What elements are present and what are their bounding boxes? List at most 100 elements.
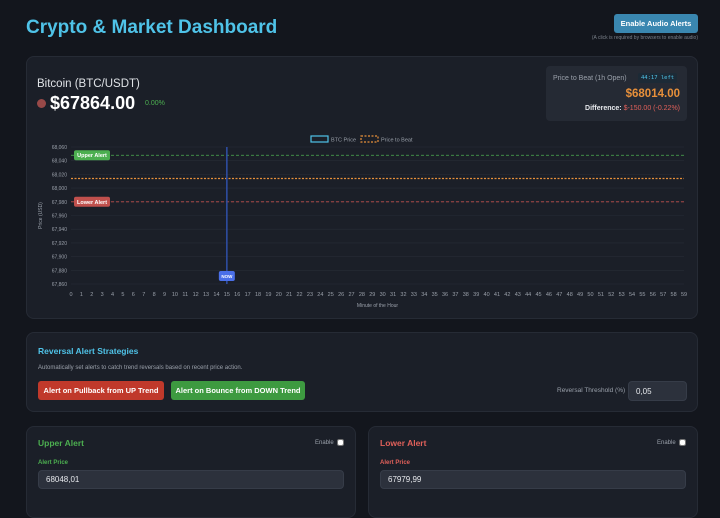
upper-price-input[interactable] [38,470,344,489]
x-tick-label: 15 [224,292,230,298]
x-tick-label: 36 [442,292,448,298]
x-tick-label: 34 [421,292,427,298]
x-tick-label: 8 [153,292,156,298]
pullback-alert-button[interactable]: Alert on Pullback from UP Trend [38,381,164,400]
x-tick-label: 3 [101,292,104,298]
y-tick-label: 67,860 [52,282,68,288]
threshold-input[interactable] [628,381,687,401]
x-tick-label: 5 [121,292,124,298]
x-tick-label: 32 [400,292,406,298]
lower-alert-label-bg [74,196,110,207]
enable-audio-alerts-button[interactable]: Enable Audio Alerts [614,14,698,33]
upper-alert-card: Upper Alert Enable Alert Price [26,426,356,518]
x-tick-label: 59 [681,292,687,298]
x-tick-label: 26 [338,292,344,298]
y-tick-label: 67,900 [52,255,68,261]
x-axis-label: Minute of the Hour [357,303,398,309]
x-tick-label: 58 [671,292,677,298]
y-tick-label: 67,940 [52,227,68,233]
lower-alert-card: Lower Alert Enable Alert Price [368,426,698,518]
reversal-description: Automatically set alerts to catch trend … [38,365,243,371]
x-tick-label: 38 [463,292,469,298]
x-tick-label: 10 [172,292,178,298]
threshold-label: Reversal Threshold (%) [557,387,626,394]
x-tick-label: 31 [390,292,396,298]
x-tick-label: 13 [203,292,209,298]
x-tick-label: 53 [619,292,625,298]
ticker-name: Bitcoin (BTC/USDT) [37,78,140,90]
x-tick-label: 40 [484,292,490,298]
x-tick-label: 24 [317,292,323,298]
countdown-timer: 44:17 left [638,73,678,83]
difference-value: $-150.00 (-0.22%) [623,105,680,112]
y-tick-label: 68,020 [52,172,68,178]
x-tick-label: 55 [639,292,645,298]
x-tick-label: 19 [265,292,271,298]
x-tick-label: 11 [182,292,188,298]
x-tick-label: 22 [297,292,303,298]
x-tick-label: 47 [556,292,562,298]
x-tick-label: 37 [452,292,458,298]
y-tick-label: 67,980 [52,200,68,206]
x-tick-label: 43 [515,292,521,298]
now-label-bg [218,271,235,281]
upper-enable-checkbox[interactable] [337,439,344,446]
price-card: Bitcoin (BTC/USDT) $67864.00 0.00% Price… [26,56,698,319]
lower-enable-label: Enable [657,440,676,446]
reversal-card: Reversal Alert Strategies Automatically … [26,332,698,412]
upper-alert-title: Upper Alert [38,438,84,448]
audio-note: (A click is required by browsers to enab… [591,35,698,41]
legend-label-beat: Price to Beat [381,138,413,144]
upper-price-label: Alert Price [38,460,69,466]
x-tick-label: 54 [629,292,635,298]
x-tick-label: 28 [359,292,365,298]
x-tick-label: 57 [660,292,666,298]
y-tick-label: 68,040 [52,159,68,165]
price-to-beat-box: Price to Beat (1h Open) 44:17 left $6801… [546,66,687,121]
x-tick-label: 14 [213,292,219,298]
x-tick-label: 33 [411,292,417,298]
x-tick-label: 4 [111,292,114,298]
price-change: 0.00% [145,100,165,107]
x-tick-label: 12 [193,292,199,298]
x-tick-label: 9 [163,292,166,298]
x-tick-label: 18 [255,292,261,298]
x-tick-label: 6 [132,292,135,298]
x-tick-label: 45 [535,292,541,298]
price-to-beat-label: Price to Beat (1h Open) [553,75,627,82]
price-chart: 68,060 68,040 68,020 68,000 67,980 67,960 67,9… [38,135,687,309]
x-tick-label: 25 [328,292,334,298]
legend-swatch-beat [360,135,379,143]
legend-swatch-btc [310,135,329,143]
difference-row: Difference: $-150.00 (-0.22%) [585,105,680,112]
x-tick-label: 44 [525,292,531,298]
x-tick-label: 7 [142,292,145,298]
x-tick-label: 49 [577,292,583,298]
difference-label: Difference: [585,105,622,112]
lower-alert-title: Lower Alert [380,438,427,448]
x-tick-label: 56 [650,292,656,298]
x-tick-label: 51 [598,292,604,298]
page-title: Crypto & Market Dashboard [26,17,278,38]
x-tick-label: 20 [276,292,282,298]
x-tick-label: 42 [504,292,510,298]
lower-enable-checkbox[interactable] [679,439,686,446]
y-tick-label: 68,060 [52,145,68,151]
price-to-beat-value: $68014.00 [625,88,680,100]
y-tick-label: 67,920 [52,241,68,247]
x-tick-label: 23 [307,292,313,298]
now-label: NOW [221,274,233,279]
x-tick-label: 41 [494,292,500,298]
lower-price-label: Alert Price [380,460,411,466]
x-tick-label: 46 [546,292,552,298]
x-tick-label: 2 [90,292,93,298]
lower-price-input[interactable] [380,470,686,489]
current-price: $67864.00 [50,93,136,113]
x-tick-label: 52 [608,292,614,298]
legend-label-btc: BTC Price [331,138,356,144]
x-tick-label: 0 [69,292,72,298]
reversal-title: Reversal Alert Strategies [38,346,139,356]
bounce-alert-button[interactable]: Alert on Bounce from DOWN Trend [171,381,305,400]
x-tick-label: 50 [587,292,593,298]
x-tick-label: 30 [380,292,386,298]
